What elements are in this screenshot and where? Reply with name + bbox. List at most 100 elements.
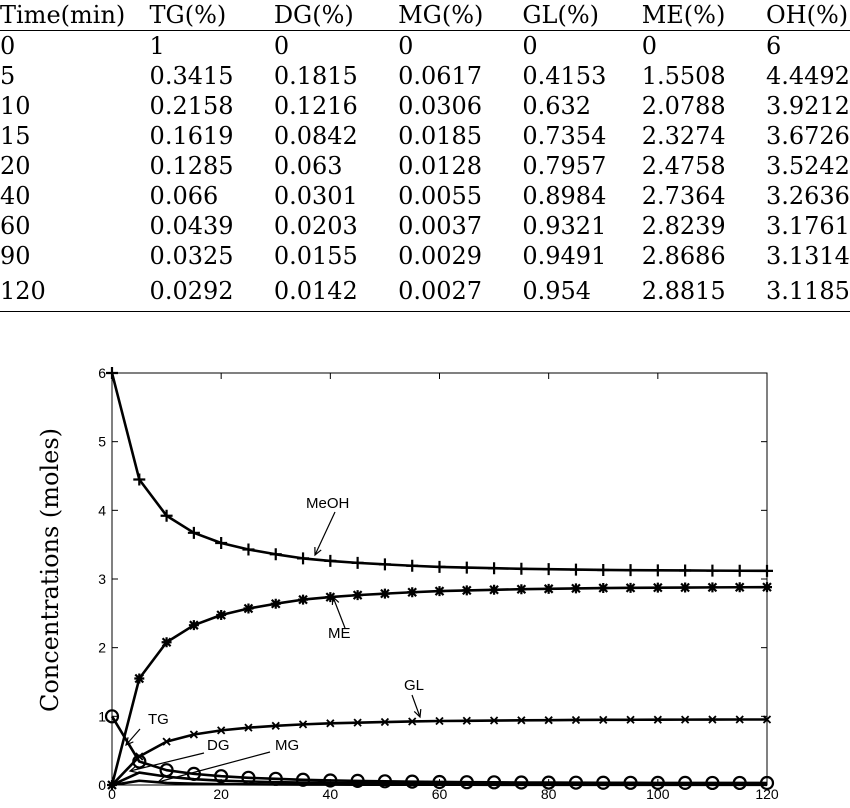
plus-marker: [106, 367, 118, 379]
plus-marker: [569, 563, 582, 576]
table-cell: 0.0055: [398, 182, 483, 210]
table-cell: 0: [522, 32, 538, 60]
table-header-cell: ME(%): [641, 0, 766, 31]
table-cell: 0: [398, 32, 414, 60]
y-tick-label: 3: [98, 571, 106, 587]
table-cell: 60: [0, 212, 31, 240]
x-marker: [380, 717, 390, 727]
arrow-head: [314, 546, 322, 557]
annotation-arrow: [332, 596, 346, 629]
arrow-head: [156, 776, 166, 785]
star-marker: [298, 594, 309, 605]
x-marker: [244, 723, 253, 732]
table-header-cell: TG(%): [149, 0, 274, 31]
table-cell: 0: [0, 32, 16, 60]
table-body: 0 1 0 0 0 0 6 5 0.3415 0.1815 0.0617 0.4153 1.5508 4.…: [0, 31, 850, 312]
x-marker: [189, 730, 199, 739]
table-row: 60 0.0439 0.0203 0.0037 0.9321 2.8239 3.1761: [0, 211, 850, 241]
table-cell: 3.1314: [765, 242, 850, 270]
circle-marker: [323, 773, 338, 788]
plus-marker: [624, 564, 637, 577]
x-marker: [217, 726, 226, 735]
star-marker: [652, 582, 663, 593]
x-marker: [435, 716, 444, 726]
table-cell: 0.1619: [149, 122, 234, 150]
circle-marker: [214, 769, 229, 784]
table-cell: 2.3274: [641, 122, 726, 150]
table-cell: 10: [0, 92, 31, 120]
table-cell: 0.0301: [273, 182, 358, 210]
plus-marker: [378, 558, 391, 571]
plus-marker: [460, 561, 473, 574]
star-marker: [489, 584, 500, 595]
series-line: [111, 779, 767, 787]
annotation-mg: MG: [275, 737, 299, 754]
table-header-cell: Time(min): [0, 0, 150, 31]
table-cell: 2.4758: [641, 152, 726, 180]
plus-marker: [406, 559, 419, 572]
table-row: 120 0.0292 0.0142 0.0027 0.954 2.8815 3.1185: [0, 271, 850, 312]
plus-marker: [187, 526, 200, 539]
x-marker: [735, 715, 744, 724]
table-cell: 0.8984: [522, 182, 607, 210]
arrow-head: [125, 737, 134, 747]
plus-marker: [679, 564, 692, 577]
circle-marker: [104, 709, 120, 724]
table-cell: 0.0325: [149, 242, 234, 270]
x-marker: [571, 715, 581, 725]
table-cell: 0.0203: [273, 212, 358, 240]
table-cell: 0.0027: [398, 271, 523, 312]
table-cell: 0.0617: [398, 62, 483, 90]
table-cell: 0.0128: [398, 152, 483, 180]
table-cell: 120: [0, 271, 150, 312]
star-marker: [188, 620, 199, 631]
table-cell: 2.8239: [641, 212, 726, 240]
table-cell: 1.5508: [641, 62, 726, 90]
y-tick-label: 5: [98, 434, 106, 450]
plus-marker: [651, 564, 664, 577]
plus-marker: [269, 548, 282, 561]
x-marker: [408, 717, 417, 726]
table-cell: 0: [273, 32, 290, 60]
table-header-cell: MG(%): [398, 0, 523, 31]
table-cell: 0.954: [522, 271, 642, 312]
table-row: 15 0.1619 0.0842 0.0185 0.7354 2.3274 3.6726: [0, 121, 850, 151]
x-marker: [489, 716, 499, 725]
table-row: 5 0.3415 0.1815 0.0617 0.4153 1.5508 4.4492: [0, 61, 850, 91]
plus-marker: [297, 552, 310, 565]
table-cell: 1: [149, 32, 165, 60]
star-marker: [570, 583, 581, 594]
table-cell: 0.632: [522, 92, 592, 120]
star-marker: [543, 583, 554, 594]
circle-marker: [350, 773, 365, 788]
y-tick-label: 1: [98, 708, 106, 724]
annotation-tg: TG: [148, 711, 169, 728]
x-marker: [599, 715, 608, 724]
y-tick-label: 0: [98, 777, 106, 793]
annotation-me: ME: [328, 625, 351, 642]
series-me: [107, 582, 772, 790]
table-cell: 0.9491: [522, 242, 607, 270]
x-tick-label: 0: [108, 786, 116, 802]
table-row: 0 1 0 0 0 0 6: [0, 31, 850, 62]
table-header-row: Time(min) TG(%) DG(%) MG(%) GL(%) ME(%) OH(%): [0, 0, 850, 31]
star-marker: [461, 585, 472, 596]
table-cell: 2.7364: [641, 182, 726, 210]
x-marker: [462, 716, 471, 725]
star-marker: [707, 582, 718, 593]
table-cell: 0.066: [149, 182, 219, 210]
x-tick-label: 100: [646, 786, 670, 802]
table-cell: 0.0155: [273, 242, 358, 270]
table-row: 90 0.0325 0.0155 0.0029 0.9491 2.8686 3.1314: [0, 241, 850, 271]
star-marker: [434, 586, 445, 597]
star-marker: [379, 588, 390, 599]
annotation-arrow: [125, 728, 141, 746]
x-tick-label: 120: [755, 786, 779, 802]
table-cell: 0.3415: [149, 62, 234, 90]
annotation-dg: DG: [207, 737, 230, 754]
plot-frame: [111, 372, 768, 786]
y-tick-label: 6: [98, 365, 106, 381]
series-meoh: [106, 367, 773, 577]
series-line: [110, 372, 768, 573]
plus-marker: [242, 543, 255, 556]
